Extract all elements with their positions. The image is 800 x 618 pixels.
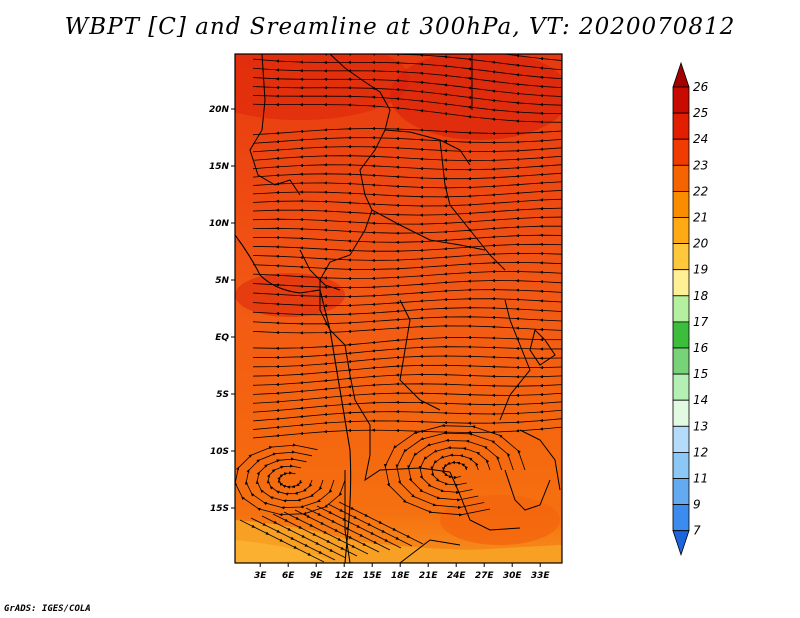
streamline <box>252 251 562 263</box>
streamline <box>252 400 562 413</box>
colorbar-label: 7 <box>693 524 701 538</box>
colorbar-label: 22 <box>693 184 708 198</box>
lon-label: 30E <box>503 571 523 581</box>
colorbar-label: 25 <box>693 106 708 120</box>
streamline <box>252 233 562 244</box>
colorbar-label: 17 <box>693 315 709 329</box>
lat-label: 15N <box>209 162 230 172</box>
latitude-axis: 20N 15N 10N 5N EQ 5S 10S 15S <box>209 105 235 514</box>
coastline <box>235 234 352 563</box>
colorbar-label: 16 <box>693 341 709 355</box>
lon-label: 24E <box>447 571 467 581</box>
lon-label: 33E <box>531 571 551 581</box>
colorbar-label: 21 <box>693 211 708 225</box>
streamline <box>252 215 562 226</box>
map-frame <box>234 53 563 564</box>
lon-label: 21E <box>419 571 439 581</box>
colorbar-label: 14 <box>693 393 708 407</box>
colorbar-label: 23 <box>693 158 708 172</box>
streamline <box>252 297 562 308</box>
lon-label: 9E <box>310 571 323 581</box>
streamline <box>252 278 562 290</box>
map-title: WBPT [C] and Sreamline at 300hPa, VT: 20… <box>64 14 736 40</box>
streamline <box>252 224 562 235</box>
streamline <box>252 144 562 154</box>
streamline <box>252 172 562 181</box>
colorbar-segment <box>672 451 690 479</box>
colorbar: 26 25 24 23 22 21 20 19 18 17 16 15 14 13 12 11 9 7 <box>672 61 709 556</box>
colorbar-label: 19 <box>693 263 708 277</box>
lon-label: 6E <box>282 571 295 581</box>
colorbar-label: 24 <box>693 132 708 146</box>
colorbar-segment <box>672 321 690 349</box>
streamline <box>252 163 562 172</box>
colorbar-segment <box>672 112 690 140</box>
country-borders <box>249 54 561 563</box>
streamline <box>252 198 562 208</box>
colorbar-label: 11 <box>693 472 708 486</box>
lon-label: 3E <box>254 571 267 581</box>
colorbar-arrow-top <box>672 61 690 88</box>
colorbar-label: 13 <box>693 419 708 433</box>
lat-label: 15S <box>210 504 229 514</box>
streamline <box>235 443 346 517</box>
colorbar-segment <box>672 295 690 323</box>
colorbar-segment <box>672 217 690 245</box>
colorbar-label: 26 <box>693 80 709 94</box>
colorbar-segment <box>672 425 690 453</box>
colorbar-segment <box>672 373 690 401</box>
colorbar-label: 9 <box>693 498 701 512</box>
streamline <box>252 382 562 395</box>
streamline <box>383 423 526 517</box>
streamline <box>252 260 562 271</box>
lat-label: 10S <box>210 447 229 457</box>
lon-label: 12E <box>335 571 355 581</box>
longitude-axis: 3E 6E 9E 12E 15E 18E 21E 24E 27E 30E 33E <box>254 563 550 581</box>
colorbar-arrow-bottom <box>672 530 690 556</box>
streamline <box>252 189 562 199</box>
colorbar-label: 15 <box>693 367 708 381</box>
colorbar-segment <box>672 504 690 532</box>
streamline <box>252 207 562 217</box>
lat-label: 10N <box>209 219 230 229</box>
streamline <box>252 103 562 124</box>
colorbar-segment <box>672 269 690 297</box>
map-panel <box>235 54 562 563</box>
colorbar-segment <box>672 399 690 427</box>
colorbar-label: 20 <box>693 237 709 251</box>
grads-credit: GrADS: IGES/COLA <box>4 604 91 614</box>
colorbar-segment <box>672 478 690 506</box>
lat-label: 5S <box>216 390 229 400</box>
lat-label: 20N <box>209 105 230 115</box>
lon-label: 27E <box>475 571 495 581</box>
colorbar-segment <box>672 243 690 271</box>
streamline <box>252 181 562 190</box>
streamline <box>252 306 562 317</box>
streamline <box>252 242 562 253</box>
streamline <box>252 418 562 430</box>
wbpt-patch-22 <box>440 495 560 545</box>
colorbar-segment <box>672 347 690 375</box>
colorbar-segment <box>672 190 690 218</box>
streamline <box>252 154 562 163</box>
streamline <box>338 501 424 545</box>
colorbar-label: 12 <box>693 445 708 459</box>
lon-label: 15E <box>363 571 383 581</box>
colorbar-label: 18 <box>693 289 709 303</box>
streamline <box>252 391 562 404</box>
lat-label: EQ <box>215 333 229 343</box>
streamline <box>252 409 562 422</box>
streamline <box>252 126 562 136</box>
streamline <box>252 288 562 299</box>
streamline <box>252 136 562 145</box>
colorbar-segment <box>672 164 690 192</box>
colorbar-segment <box>672 86 690 114</box>
streamline <box>252 269 562 281</box>
lat-label: 5N <box>215 276 229 286</box>
colorbar-segment <box>672 138 690 166</box>
lon-label: 18E <box>391 571 411 581</box>
